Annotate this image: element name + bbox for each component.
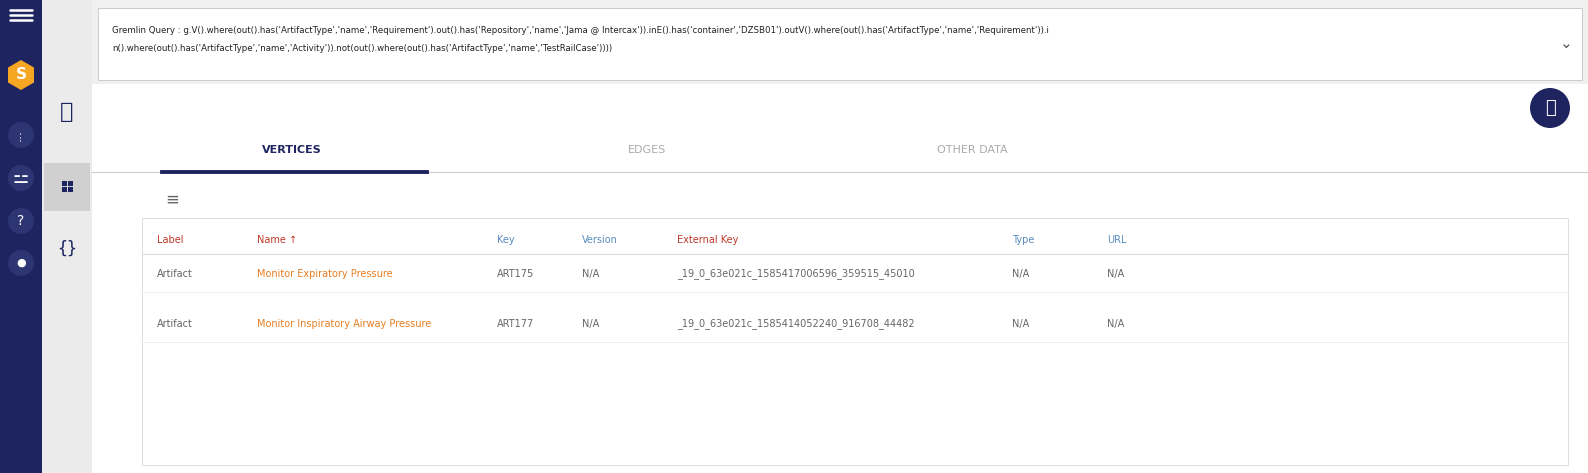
FancyBboxPatch shape bbox=[98, 8, 1582, 80]
Circle shape bbox=[8, 208, 33, 234]
Text: {}: {} bbox=[57, 240, 76, 258]
Circle shape bbox=[8, 122, 33, 148]
Text: ●: ● bbox=[16, 258, 25, 268]
Text: Monitor Inspiratory Airway Pressure: Monitor Inspiratory Airway Pressure bbox=[257, 319, 432, 329]
Text: Version: Version bbox=[581, 235, 618, 245]
FancyBboxPatch shape bbox=[141, 218, 1567, 465]
Text: ⮡: ⮡ bbox=[60, 102, 73, 122]
Text: N/A: N/A bbox=[1107, 319, 1124, 329]
Circle shape bbox=[8, 250, 33, 276]
Text: ?: ? bbox=[17, 214, 25, 228]
Text: ART177: ART177 bbox=[497, 319, 534, 329]
FancyBboxPatch shape bbox=[0, 0, 41, 473]
Text: N/A: N/A bbox=[1012, 269, 1029, 279]
Text: n().where(out().has('ArtifactType','name','Activity')).not(out().where(out().has: n().where(out().has('ArtifactType','name… bbox=[113, 44, 611, 53]
Circle shape bbox=[1529, 88, 1571, 128]
Text: EDGES: EDGES bbox=[627, 145, 665, 155]
Text: External Key: External Key bbox=[676, 235, 738, 245]
Text: N/A: N/A bbox=[1107, 269, 1124, 279]
FancyBboxPatch shape bbox=[92, 134, 1588, 174]
Text: ⤓: ⤓ bbox=[1545, 99, 1555, 117]
Text: Gremlin Query : g.V().where(out().has('ArtifactType','name','Requirement').out(): Gremlin Query : g.V().where(out().has('A… bbox=[113, 26, 1050, 35]
Text: ≡: ≡ bbox=[165, 191, 179, 209]
Text: OTHER DATA: OTHER DATA bbox=[937, 145, 1007, 155]
FancyBboxPatch shape bbox=[92, 84, 1588, 132]
Bar bbox=[62, 187, 67, 193]
Text: Artifact: Artifact bbox=[157, 319, 192, 329]
Text: S: S bbox=[16, 68, 27, 82]
FancyBboxPatch shape bbox=[92, 84, 1588, 473]
Bar bbox=[68, 187, 73, 193]
Text: ⚍: ⚍ bbox=[13, 169, 29, 187]
Bar bbox=[68, 182, 73, 186]
Text: Type: Type bbox=[1012, 235, 1034, 245]
Text: N/A: N/A bbox=[581, 269, 599, 279]
FancyBboxPatch shape bbox=[44, 163, 91, 211]
Text: Label: Label bbox=[157, 235, 184, 245]
Text: Monitor Expiratory Pressure: Monitor Expiratory Pressure bbox=[257, 269, 392, 279]
Circle shape bbox=[8, 165, 33, 191]
Bar bbox=[62, 182, 67, 186]
Text: ART175: ART175 bbox=[497, 269, 534, 279]
Text: VERTICES: VERTICES bbox=[262, 145, 322, 155]
Text: URL: URL bbox=[1107, 235, 1126, 245]
Text: _19_0_63e021c_1585414052240_916708_44482: _19_0_63e021c_1585414052240_916708_44482 bbox=[676, 318, 915, 330]
Text: N/A: N/A bbox=[1012, 319, 1029, 329]
Text: Artifact: Artifact bbox=[157, 269, 192, 279]
Text: ···: ··· bbox=[14, 129, 27, 141]
Text: N/A: N/A bbox=[581, 319, 599, 329]
Text: Key: Key bbox=[497, 235, 515, 245]
Text: ⌄: ⌄ bbox=[1559, 36, 1572, 52]
Text: _19_0_63e021c_1585417006596_359515_45010: _19_0_63e021c_1585417006596_359515_45010 bbox=[676, 269, 915, 280]
FancyBboxPatch shape bbox=[41, 0, 92, 473]
Text: Name ↑: Name ↑ bbox=[257, 235, 297, 245]
